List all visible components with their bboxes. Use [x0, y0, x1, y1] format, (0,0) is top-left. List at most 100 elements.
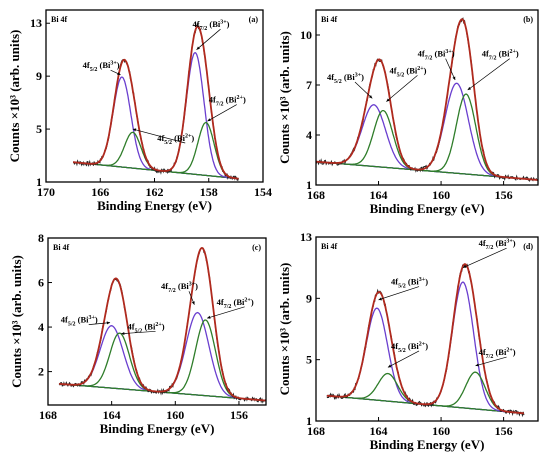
- panel-title: Bi 4f: [321, 242, 338, 251]
- arrow-head: [207, 118, 211, 122]
- x-axis-label: Binding Energy (eV): [370, 437, 485, 452]
- y-tick-label: 5: [306, 353, 312, 367]
- x-tick-label: 168: [307, 188, 325, 202]
- annotation-arrow: [387, 350, 420, 368]
- x-tick-label: 160: [166, 408, 184, 422]
- annotation-arrow: [207, 104, 237, 122]
- plot-frame: [315, 9, 539, 186]
- arrow-head: [191, 301, 195, 305]
- x-tick-label: 162: [146, 185, 164, 199]
- x-tick-label: 160: [432, 424, 450, 438]
- x-tick-label: 168: [307, 424, 325, 438]
- plot-area: [316, 17, 538, 182]
- x-tick-label: 154: [254, 185, 272, 199]
- annotation-arrow: [354, 81, 373, 99]
- x-tick-label: 164: [103, 408, 121, 422]
- y-tick-label: 10: [300, 28, 312, 42]
- peak-annotation: 4f7/2 (Bi3+): [418, 49, 455, 62]
- y-tick-label: 2: [38, 365, 44, 379]
- arrow-head: [387, 364, 392, 368]
- panel-a: 170 166 162 158 154 1 5 9 13 Binding Energy (eV) C…: [7, 9, 272, 213]
- x-tick-label: 156: [495, 424, 513, 438]
- panel-c: 168 164 160 156 2 4 6 8 Binding Energy (eV) Count…: [9, 231, 267, 436]
- peak-annotation: 4f7/2 (Bi3+): [161, 281, 198, 294]
- y-tick-label: 9: [36, 69, 42, 83]
- arrow-head: [467, 86, 472, 90]
- y-tick-label: 6: [38, 276, 44, 290]
- peak-bi3-2: [316, 82, 538, 181]
- peak-bi2-3: [59, 319, 266, 402]
- arrow-head: [386, 98, 390, 102]
- arrow-head: [452, 76, 456, 80]
- annotation-arrow: [467, 58, 510, 91]
- peak-annotation: 4f7/2 (Bi2+): [217, 297, 254, 310]
- x-tick-label: 164: [370, 424, 388, 438]
- arrow-head: [462, 264, 467, 268]
- panel-letter: (b): [523, 15, 533, 24]
- y-tick-label: 9: [306, 291, 312, 305]
- annotation-arrow: [445, 58, 456, 81]
- annotation-arrow: [121, 330, 156, 335]
- plot-area: [72, 23, 239, 181]
- y-tick-label: 13: [30, 16, 42, 30]
- x-tick-label: 168: [39, 408, 57, 422]
- x-tick-label: 156: [230, 408, 248, 422]
- peak-annotation: 4f5/2 (Bi3+): [391, 277, 428, 290]
- peak-annotation: 4f7/2 (Bi3+): [479, 238, 516, 251]
- annotation-arrow: [386, 75, 418, 102]
- peak-annotation: 4f5/2 (Bi2+): [128, 321, 165, 334]
- annotation-arrow: [88, 322, 111, 325]
- panel-letter: (c): [252, 243, 261, 252]
- panel-title: Bi 4f: [53, 243, 70, 252]
- peak-annotation: 4f7/2 (Bi2+): [482, 49, 519, 62]
- y-tick-label: 8: [38, 231, 44, 245]
- y-tick-label: 1: [306, 178, 312, 192]
- x-axis-label: Binding Energy (eV): [370, 201, 485, 216]
- y-tick-label: 13: [300, 230, 312, 244]
- panel-title: Bi 4f: [51, 15, 68, 24]
- y-tick-label: 5: [36, 122, 42, 136]
- x-tick-label: 164: [370, 188, 388, 202]
- y-axis-label: Counts ×10³ (arb. units): [277, 263, 292, 396]
- y-tick-label: 1: [36, 175, 42, 189]
- panel-title: Bi 4f: [321, 15, 338, 24]
- peak-annotation: 4f5/2 (Bi3+): [83, 60, 120, 73]
- annotation-arrow: [207, 306, 245, 319]
- peak-annotation: 4f5/2 (Bi2+): [391, 341, 428, 354]
- envelope-line: [316, 18, 538, 181]
- peak-bi2-1: [59, 332, 266, 402]
- annotation-arrow: [378, 286, 420, 301]
- x-tick-label: 158: [200, 185, 218, 199]
- annotation-arrow: [475, 356, 507, 367]
- peak-annotation: 4f7/2 (Bi2+): [209, 95, 246, 108]
- peak-bi3-0: [59, 325, 266, 402]
- plot-area: [58, 247, 266, 404]
- envelope-line: [58, 247, 266, 402]
- arrow-head: [117, 72, 121, 75]
- panel-letter: (a): [249, 15, 259, 24]
- arrow-head: [475, 363, 479, 367]
- arrow-head: [132, 128, 137, 132]
- arrow-head: [106, 321, 111, 325]
- x-tick-label: 160: [432, 188, 450, 202]
- peak-annotation: 4f5/2 (Bi3+): [61, 315, 98, 328]
- y-tick-label: 4: [306, 128, 312, 142]
- y-axis-label: Counts ×10³ (arb. units): [9, 255, 24, 388]
- x-tick-label: 166: [91, 185, 109, 199]
- plot-area: [326, 263, 525, 418]
- arrow-head: [378, 297, 383, 301]
- x-axis-label: Binding Energy (eV): [97, 198, 212, 213]
- annotation-arrow: [462, 247, 507, 268]
- peak-annotation: 4f7/2 (Bi2+): [479, 347, 516, 360]
- plot-frame: [315, 236, 539, 422]
- arrow-head: [368, 95, 373, 99]
- peak-bi2-1: [326, 372, 524, 414]
- peak-annotation: 4f7/2 (Bi3+): [192, 19, 229, 32]
- arrow-head: [121, 332, 125, 336]
- x-tick-label: 156: [495, 188, 513, 202]
- panel-b: 168 164 160 156 1 4 7 10 Binding Energy (eV) Coun…: [277, 9, 539, 216]
- peak-bi2-3: [326, 371, 524, 414]
- arrow-head: [196, 46, 200, 50]
- y-tick-label: 4: [38, 320, 44, 334]
